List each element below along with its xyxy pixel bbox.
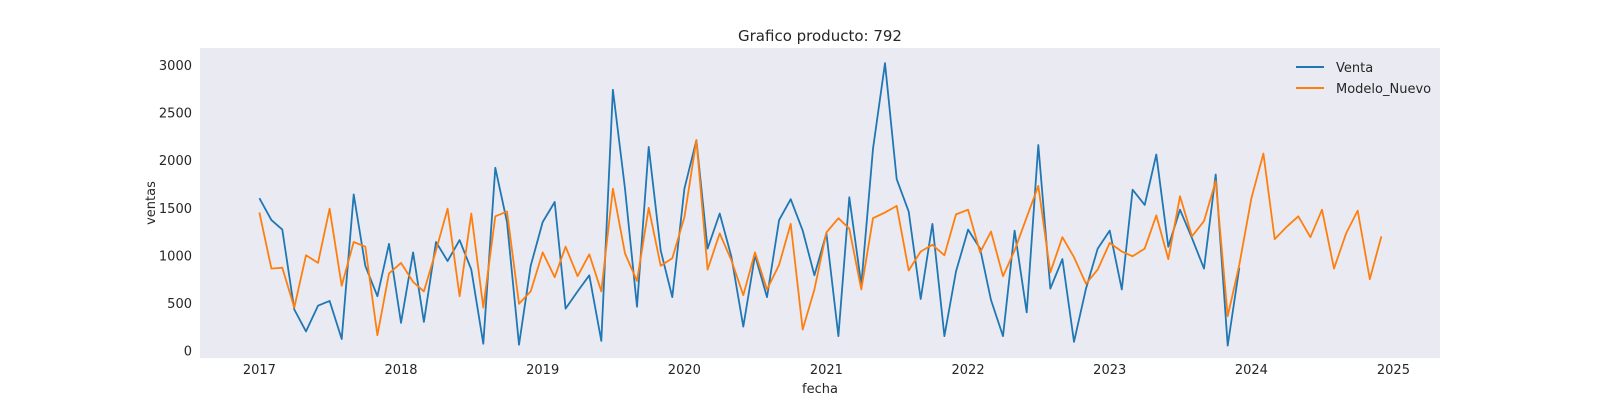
x-axis-label: fecha: [802, 382, 838, 397]
x-axis-ticks: 2017 2018 2019 2020 2021 2022 2023 2024 2025: [243, 363, 1410, 378]
y-tick-label: 500: [167, 297, 192, 312]
legend-label: Venta: [1336, 61, 1373, 76]
y-axis-ticks: 0 500 1000 1500 2000 2500 3000: [159, 59, 192, 359]
x-tick-label: 2023: [1093, 363, 1126, 378]
legend-label: Modelo_Nuevo: [1336, 82, 1431, 97]
x-tick-label: 2017: [243, 363, 276, 378]
x-tick-label: 2025: [1377, 363, 1410, 378]
x-tick-label: 2020: [668, 363, 701, 378]
series-line-venta: [258, 62, 1241, 347]
x-tick-label: 2021: [810, 363, 843, 378]
y-axis-label: ventas: [144, 181, 159, 225]
plot-area-background: [200, 48, 1440, 358]
y-tick-label: 0: [184, 344, 192, 359]
x-tick-label: 2024: [1235, 363, 1268, 378]
x-tick-label: 2018: [384, 363, 417, 378]
y-tick-label: 1500: [159, 202, 192, 217]
series-layer: [258, 62, 1383, 347]
y-tick-label: 2500: [159, 107, 192, 122]
x-tick-label: 2019: [526, 363, 559, 378]
chart-title: Grafico producto: 792: [738, 27, 902, 45]
x-tick-label: 2022: [952, 363, 985, 378]
series-line-modelo-nuevo: [258, 139, 1383, 337]
y-tick-label: 3000: [159, 59, 192, 74]
legend: Venta Modelo_Nuevo: [1296, 61, 1431, 97]
y-tick-label: 1000: [159, 249, 192, 264]
y-tick-label: 2000: [159, 154, 192, 169]
